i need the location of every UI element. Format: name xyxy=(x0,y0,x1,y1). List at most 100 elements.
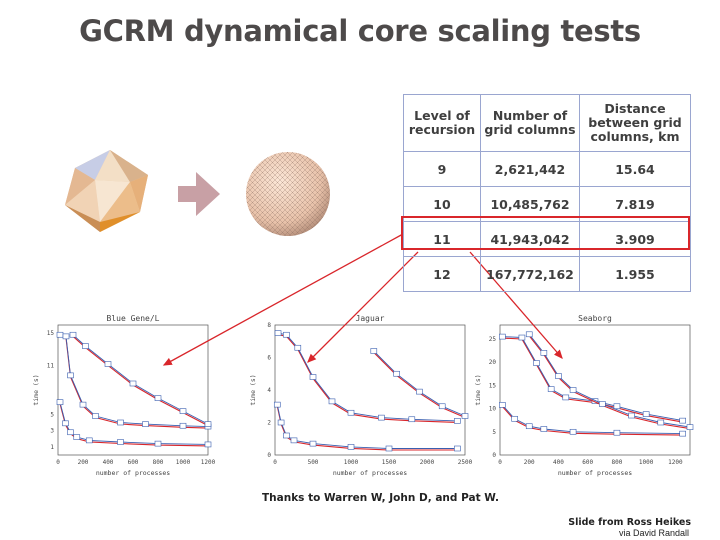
y-tick-label: 25 xyxy=(489,336,497,343)
data-point-marker xyxy=(393,370,400,377)
data-point-marker xyxy=(454,418,461,424)
table-cell: 1.955 xyxy=(579,256,691,292)
y-tick-label: 5 xyxy=(50,411,54,418)
table-cell: 41,943,042 xyxy=(480,221,580,257)
data-point-marker xyxy=(385,445,393,452)
x-tick-label: 1200 xyxy=(201,459,216,466)
y-tick-label: 8 xyxy=(267,322,271,329)
data-point-marker xyxy=(540,350,548,356)
data-point-marker xyxy=(378,414,385,421)
scaling-plot: Blue Gene/L 0 200 400 600 800 1000 1200 1 3 5 11 15 n… xyxy=(32,314,216,477)
table-cell: 9 xyxy=(403,151,481,187)
x-tick-label: 0 xyxy=(273,459,277,466)
data-point-marker xyxy=(309,374,317,380)
y-axis-label: time (s) xyxy=(474,374,482,405)
fit-curve xyxy=(59,403,209,447)
table-row: 12 167,772,162 1.955 xyxy=(403,256,691,292)
data-point-marker xyxy=(679,430,686,437)
y-tick-label: 4 xyxy=(267,387,271,394)
attribution-text: Slide from Ross Heikes xyxy=(568,517,691,528)
table-cell: 12 xyxy=(403,256,481,292)
plot-frame xyxy=(499,324,691,456)
data-point-marker xyxy=(525,423,533,430)
y-tick-label: 10 xyxy=(489,406,497,413)
table-header: Number of grid columns xyxy=(480,94,580,152)
data-point-marker xyxy=(283,331,290,338)
x-tick-label: 1000 xyxy=(344,459,359,466)
x-tick-label: 800 xyxy=(612,459,623,466)
credits-text: Thanks to Warren W, John D, and Pat W. xyxy=(262,492,499,504)
data-point-marker xyxy=(562,394,570,401)
data-point-marker xyxy=(290,437,298,444)
icosahedron-icon xyxy=(65,150,148,232)
data-point-marker xyxy=(85,437,93,444)
data-point-marker xyxy=(555,373,562,379)
data-point-marker xyxy=(370,348,378,354)
data-point-marker xyxy=(416,388,423,395)
plot-frame xyxy=(274,324,466,456)
data-point-marker xyxy=(328,398,336,405)
data-point-marker xyxy=(62,333,70,340)
data-point-marker xyxy=(67,372,74,379)
x-axis-label: number of processes xyxy=(96,469,170,477)
pointer-arrow-middle xyxy=(307,251,419,363)
data-point-marker xyxy=(82,343,89,349)
data-point-marker xyxy=(347,444,355,450)
data-point-marker xyxy=(518,334,526,341)
data-point-marker xyxy=(525,331,533,338)
data-point-marker xyxy=(179,422,187,429)
x-tick-label: 1000 xyxy=(176,459,191,466)
data-point-marker xyxy=(679,417,686,424)
geodesic-sphere-icon xyxy=(246,152,330,236)
x-tick-label: 2000 xyxy=(420,459,435,466)
x-tick-label: 400 xyxy=(103,459,114,466)
table-row-highlighted: 11 41,943,042 3.909 xyxy=(403,221,691,257)
plot-frame xyxy=(57,324,209,456)
data-point-marker xyxy=(613,429,621,436)
data-point-marker xyxy=(499,333,506,340)
x-tick-label: 1200 xyxy=(668,459,683,466)
fit-curve xyxy=(276,405,458,451)
y-tick-label: 0 xyxy=(492,452,496,459)
data-point-marker xyxy=(67,429,74,436)
y-axis-label: time (s) xyxy=(32,374,40,405)
x-tick-label: 200 xyxy=(78,459,89,466)
data-point-marker xyxy=(461,413,469,419)
data-point-marker xyxy=(569,387,577,393)
y-tick-label: 1 xyxy=(50,444,54,451)
table-cell: 167,772,162 xyxy=(480,256,580,292)
y-tick-label: 20 xyxy=(489,359,497,366)
y-tick-label: 2 xyxy=(267,420,271,427)
data-point-marker xyxy=(569,428,577,435)
x-tick-label: 1000 xyxy=(639,459,654,466)
data-point-marker xyxy=(62,420,69,427)
y-tick-label: 3 xyxy=(50,428,54,435)
y-tick-label: 5 xyxy=(492,429,496,436)
table-cell: 2,621,442 xyxy=(480,151,580,187)
plot-title: Seaborg xyxy=(578,314,612,323)
data-point-marker xyxy=(204,441,212,448)
plot-title: Jaguar xyxy=(356,314,385,323)
data-point-marker xyxy=(540,426,548,432)
data-point-marker xyxy=(294,344,302,351)
slide-title: GCRM dynamical core scaling tests xyxy=(79,14,641,48)
data-point-marker xyxy=(642,411,650,417)
x-tick-label: 1500 xyxy=(382,459,397,466)
data-point-marker xyxy=(129,380,137,387)
data-point-marker xyxy=(273,401,281,408)
data-point-marker xyxy=(347,409,355,416)
attribution-subtext: via David Randall xyxy=(618,528,689,538)
x-axis-label: number of processes xyxy=(333,469,407,477)
data-point-marker xyxy=(657,419,665,426)
table-header: Level of recursion xyxy=(403,94,481,152)
data-point-marker xyxy=(79,401,87,408)
scaling-plot: Jaguar 0 500 1000 1500 2000 2500 0 2 4 6 8 number of… xyxy=(249,314,473,477)
data-point-marker xyxy=(179,408,187,414)
data-point-marker xyxy=(73,434,81,440)
data-point-marker xyxy=(92,413,99,419)
data-point-marker xyxy=(69,331,77,338)
data-point-marker xyxy=(154,395,162,401)
data-point-marker xyxy=(599,401,606,407)
data-point-marker xyxy=(274,330,282,336)
